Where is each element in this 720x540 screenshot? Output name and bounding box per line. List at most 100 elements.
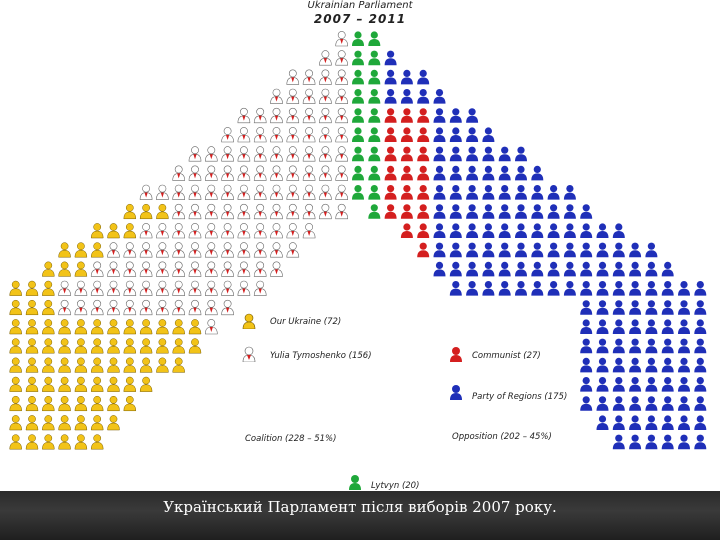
- seat-tymoshenko: [270, 165, 283, 181]
- seat-tymoshenko: [156, 299, 169, 316]
- seat-our_ukraine: [156, 203, 169, 220]
- legend-icon-tymoshenko: [242, 346, 256, 362]
- seat-tymoshenko: [188, 299, 202, 316]
- seat-diagram: [9, 31, 707, 450]
- seat-regions: [433, 165, 446, 181]
- seat-regions: [678, 357, 690, 373]
- seat-lytvyn: [368, 146, 381, 162]
- seat-our_ukraine: [107, 415, 120, 431]
- seat-our_ukraine: [58, 357, 71, 373]
- seat-our_ukraine: [156, 357, 169, 373]
- seat-regions: [596, 300, 609, 315]
- seat-regions: [563, 185, 576, 200]
- seat-our_ukraine: [74, 395, 88, 412]
- seat-regions: [449, 165, 462, 181]
- seat-regions: [515, 281, 527, 296]
- seat-tymoshenko: [156, 280, 169, 296]
- seat-regions: [515, 204, 527, 219]
- seat-tymoshenko: [286, 127, 300, 143]
- seat-regions: [612, 261, 625, 277]
- seat-our_ukraine: [42, 376, 55, 392]
- seat-tymoshenko: [270, 146, 283, 162]
- seat-our_ukraine: [90, 376, 104, 392]
- seat-tymoshenko: [270, 184, 283, 200]
- legend-icon-lytvyn: [349, 475, 361, 490]
- seat-tymoshenko: [188, 203, 202, 220]
- seat-regions: [612, 338, 625, 354]
- seat-regions: [400, 89, 413, 104]
- seat-tymoshenko: [90, 280, 104, 296]
- seat-tymoshenko: [58, 299, 71, 316]
- seat-regions: [433, 185, 446, 200]
- seat-tymoshenko: [172, 280, 186, 296]
- seat-tymoshenko: [156, 261, 169, 277]
- seat-regions: [612, 281, 625, 296]
- seat-lytvyn: [368, 204, 381, 219]
- seat-regions: [547, 261, 560, 277]
- seat-regions: [547, 281, 560, 296]
- seat-regions: [629, 377, 642, 392]
- seat-regions: [612, 434, 625, 450]
- seat-tymoshenko: [286, 107, 300, 124]
- seat-our_ukraine: [74, 319, 88, 335]
- seat-regions: [661, 396, 674, 411]
- seat-regions: [645, 300, 658, 315]
- seat-tymoshenko: [188, 146, 202, 162]
- seat-tymoshenko: [107, 280, 120, 296]
- seat-our_ukraine: [9, 338, 22, 354]
- seat-regions: [449, 204, 462, 219]
- seat-regions: [563, 261, 576, 277]
- seat-regions: [612, 319, 625, 334]
- seat-regions: [629, 338, 642, 354]
- seat-regions: [661, 319, 674, 334]
- seat-our_ukraine: [123, 376, 137, 392]
- seat-regions: [515, 146, 527, 162]
- seat-regions: [449, 223, 462, 238]
- seat-tymoshenko: [270, 242, 283, 258]
- seat-regions: [466, 127, 479, 142]
- seat-tymoshenko: [253, 261, 267, 277]
- seat-regions: [417, 69, 430, 85]
- seat-communist: [400, 185, 413, 200]
- seat-tymoshenko: [335, 107, 349, 124]
- seat-regions: [596, 223, 609, 238]
- seat-regions: [433, 242, 446, 258]
- seat-tymoshenko: [156, 184, 169, 200]
- seat-our_ukraine: [58, 395, 71, 412]
- seat-regions: [678, 338, 690, 354]
- seat-tymoshenko: [237, 165, 251, 181]
- seat-regions: [580, 242, 593, 258]
- seat-tymoshenko: [90, 299, 104, 316]
- seat-regions: [563, 223, 576, 238]
- seat-tymoshenko: [107, 242, 120, 258]
- seat-regions: [596, 377, 609, 392]
- seat-regions: [694, 434, 707, 450]
- seat-regions: [482, 261, 495, 277]
- seat-regions: [433, 146, 446, 162]
- seat-tymoshenko: [335, 203, 349, 220]
- seat-regions: [596, 319, 609, 334]
- seat-communist: [400, 127, 413, 142]
- seat-tymoshenko: [335, 69, 349, 85]
- seat-our_ukraine: [123, 338, 137, 354]
- seat-our_ukraine: [58, 261, 71, 277]
- seat-regions: [694, 281, 707, 296]
- seat-communist: [384, 108, 397, 123]
- seat-regions: [629, 300, 642, 315]
- seat-regions: [612, 223, 625, 238]
- seat-regions: [547, 204, 560, 219]
- seat-tymoshenko: [302, 223, 316, 239]
- seat-tymoshenko: [74, 299, 88, 316]
- seat-our_ukraine: [90, 319, 104, 335]
- seat-regions: [694, 338, 707, 354]
- seat-tymoshenko: [58, 280, 71, 296]
- seat-tymoshenko: [302, 127, 316, 143]
- seat-tymoshenko: [302, 184, 316, 200]
- seat-our_ukraine: [25, 280, 39, 296]
- seat-regions: [515, 223, 527, 238]
- seat-regions: [515, 242, 527, 258]
- legend-icon-our-ukraine: [242, 313, 256, 329]
- legend-label-tymoshenko: Yulia Tymoshenko (156): [270, 351, 372, 361]
- seat-regions: [661, 415, 674, 430]
- seat-communist: [400, 204, 413, 219]
